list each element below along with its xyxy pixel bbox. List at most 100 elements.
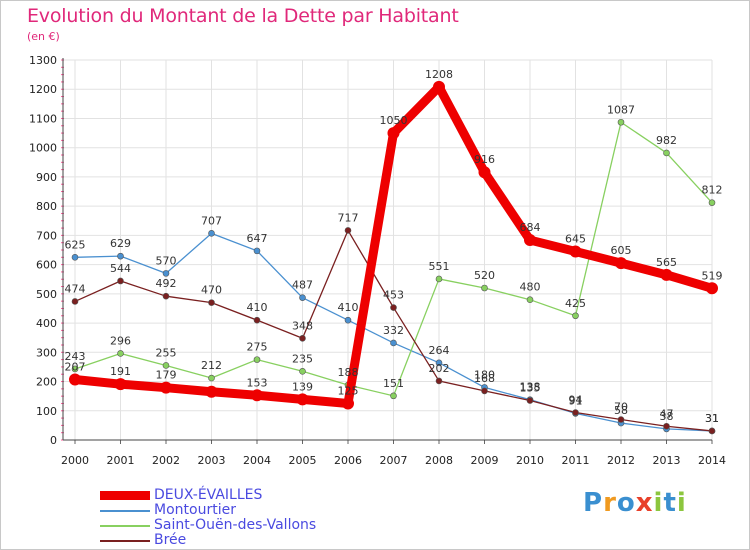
data-point [390,392,397,400]
data-label: 470 [201,284,222,297]
x-tick-label: 2001 [107,454,135,467]
data-point [162,362,170,369]
data-point [71,365,79,373]
data-point [572,409,579,416]
data-label: 31 [705,412,719,425]
data-point [71,298,79,305]
x-tick-label: 2004 [243,454,271,467]
x-tick-label: 2003 [198,454,226,467]
x-tick-label: 2000 [61,454,89,467]
data-label: 91 [569,394,583,407]
data-point [387,127,400,140]
data-label: 1208 [425,68,453,81]
data-point [299,294,306,301]
legend-label: DEUX-ÉVAILLES [154,487,263,503]
data-label: 519 [702,269,723,282]
data-point [160,381,172,394]
data-label: 125 [338,384,359,397]
data-label: 94 [569,394,583,407]
data-point [299,368,306,375]
data-point [253,316,261,324]
data-label: 684 [520,221,541,234]
data-point [117,252,124,260]
y-tick-label: 400 [36,317,57,330]
data-point [569,245,582,258]
legend-label: Brée [154,532,187,548]
data-point [296,393,309,406]
data-label: 212 [201,359,222,372]
legend-item: Saint-Ouën-des-Vallons [100,518,316,533]
y-tick-label: 500 [36,288,57,301]
data-point [117,350,124,357]
legend-item: Montourtier [100,503,316,518]
data-label: 645 [565,232,586,245]
data-label: 255 [156,346,177,359]
x-tick-label: 2006 [334,454,362,467]
data-point [481,284,488,292]
data-point [663,422,670,430]
data-label: 47 [660,407,674,420]
y-tick-label: 1000 [29,142,57,155]
data-point [526,296,534,303]
data-label: 191 [110,365,131,378]
data-label: 275 [247,341,268,354]
x-tick-label: 2012 [607,454,635,467]
data-label: 243 [65,350,86,363]
y-tick-label: 600 [36,259,57,272]
data-label: 520 [474,269,495,282]
data-label: 202 [429,362,450,375]
data-label: 348 [292,319,313,332]
proxiti-logo: Proxiti [583,488,687,518]
data-label: 410 [247,301,268,314]
data-label: 625 [65,238,86,251]
data-point [208,374,215,382]
x-tick-label: 2007 [380,454,408,467]
y-tick-label: 100 [36,405,57,418]
data-label: 70 [614,401,628,414]
data-label: 474 [65,282,86,295]
data-point [208,299,215,306]
data-point [71,254,79,261]
data-point [526,397,534,404]
legend-item: DEUX-ÉVAILLES [100,488,316,503]
y-tick-label: 800 [36,200,57,213]
data-label: 31 [705,412,719,425]
data-point [253,356,261,363]
y-tick-label: 0 [50,434,57,447]
data-point [114,378,127,391]
data-point [251,389,263,402]
data-point [435,377,443,385]
data-label: 982 [656,134,677,147]
data-point [435,359,443,367]
data-point [344,316,352,324]
y-tick-label: 1300 [29,54,57,67]
chart-title: Evolution du Montant de la Dette par Hab… [27,5,459,27]
data-label: 151 [383,377,404,390]
data-point [524,234,536,247]
x-tick-label: 2008 [425,454,453,467]
data-label: 1087 [607,103,635,116]
x-tick-label: 2009 [471,454,499,467]
legend-swatch [100,509,150,512]
data-point [162,270,170,277]
data-label: 425 [565,297,586,310]
data-label: 139 [292,380,313,393]
legend-item: Brée [100,533,316,548]
data-point [344,227,352,234]
data-label: 570 [156,254,177,267]
data-label: 605 [611,244,632,257]
data-point [478,166,491,179]
y-tick-label: 900 [36,171,57,184]
data-point [660,268,673,281]
y-tick-label: 1200 [29,83,57,96]
x-tick-label: 2013 [653,454,681,467]
y-tick-label: 700 [36,229,57,242]
x-tick-label: 2005 [289,454,317,467]
chart-unit: (en €) [27,30,60,43]
x-tick-label: 2002 [152,454,180,467]
data-point [117,277,124,285]
data-label: 179 [156,369,177,382]
data-label: 235 [292,352,313,365]
data-label: 544 [110,262,131,275]
data-label: 717 [338,211,359,224]
